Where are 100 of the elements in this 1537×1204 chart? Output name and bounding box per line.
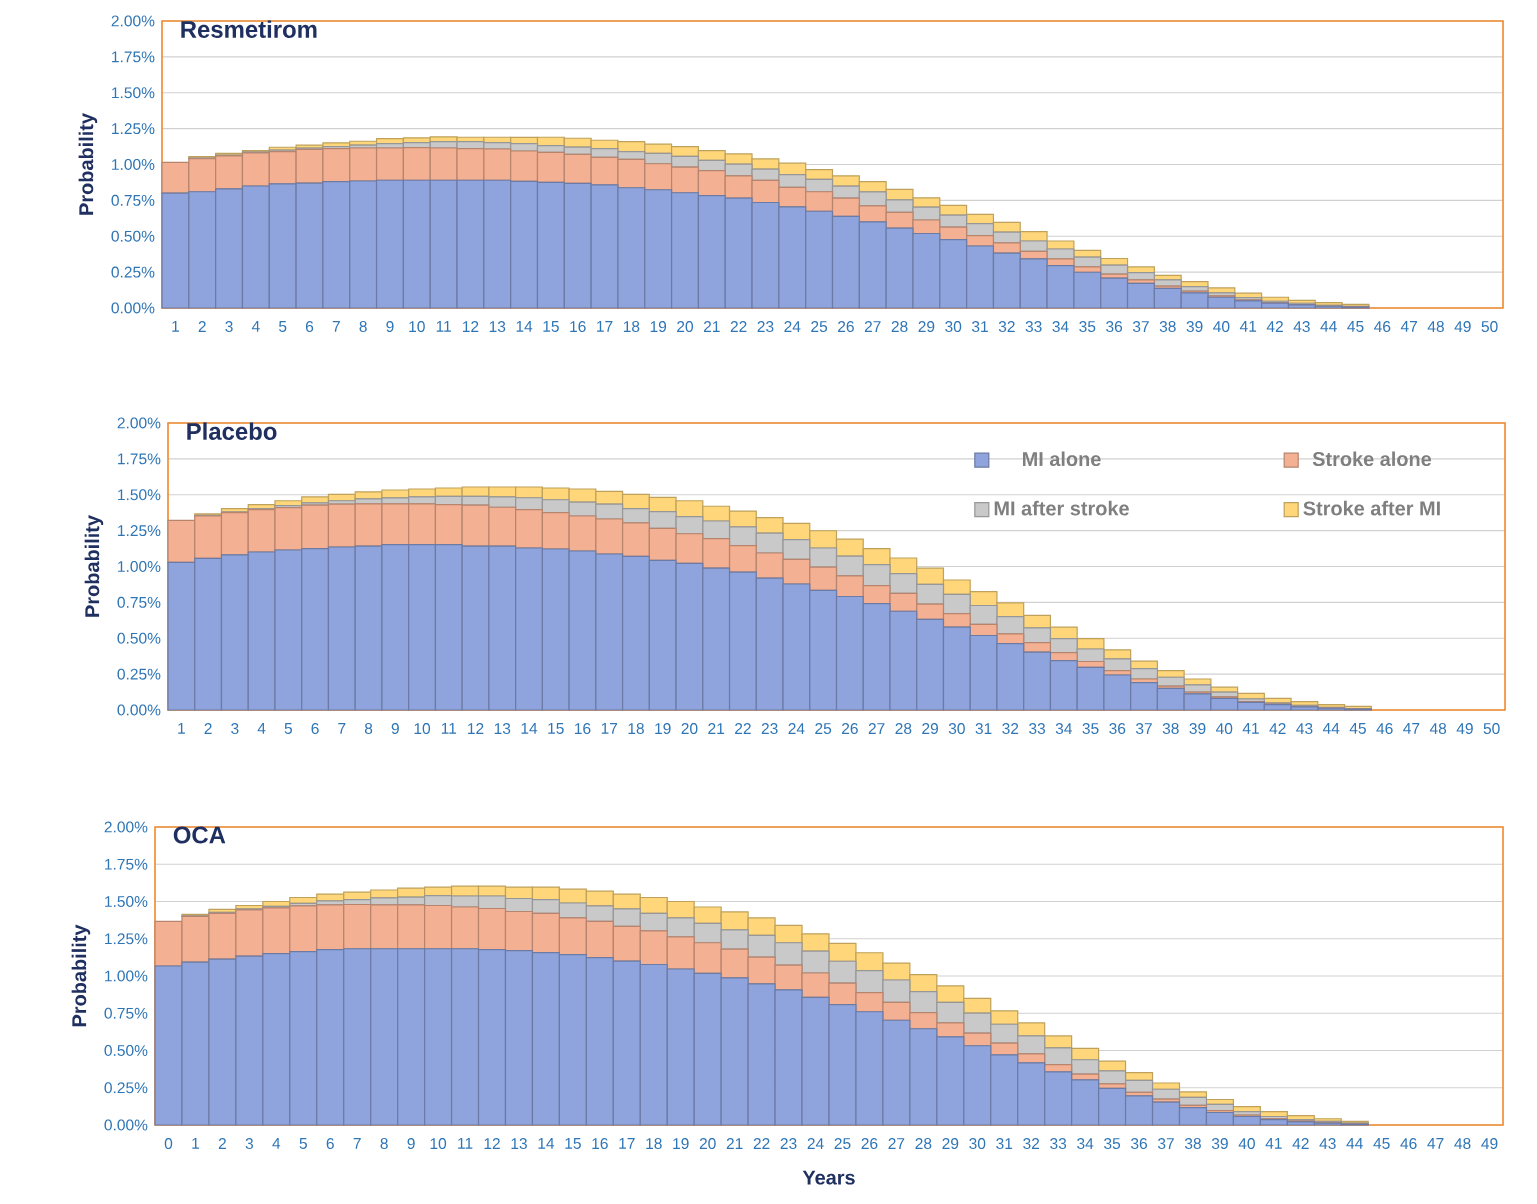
x-tick-label: 49 [1456, 723, 1473, 735]
x-tick-label: 5 [299, 1138, 307, 1149]
x-tick-label: 4 [272, 1138, 281, 1149]
x-tick-label: 22 [735, 723, 751, 734]
y-tick-label: 1.25% [118, 525, 161, 537]
x-tick-label: 0 [164, 1138, 173, 1150]
x-tick-label: 10 [409, 321, 425, 333]
x-tick-label: 15 [543, 321, 559, 332]
x-tick-label: 28 [895, 723, 912, 735]
x-tick-label: 22 [753, 1138, 770, 1149]
x-tick-label: 33 [1029, 723, 1046, 735]
x-tick-label: 12 [484, 1138, 500, 1149]
x-tick-label: 38 [1184, 1138, 1201, 1150]
legend-label: MI after stroke [994, 500, 1129, 516]
x-tick-label: 19 [673, 1138, 689, 1150]
x-tick-label: 26 [838, 321, 854, 333]
x-tick-label: 9 [391, 723, 399, 735]
x-tick-label: 47 [1427, 1138, 1444, 1149]
x-tick-label: 41 [1239, 321, 1257, 332]
x-tick-label: 4 [257, 723, 266, 734]
x-tick-label: 4 [251, 321, 260, 332]
x-tick-label: 16 [570, 321, 586, 333]
x-tick-label: 41 [1265, 1138, 1282, 1149]
x-tick-label: 23 [780, 1138, 797, 1150]
legend-label: Stroke after MI [1303, 500, 1440, 516]
x-tick-label: 23 [761, 723, 778, 735]
x-tick-label: 30 [945, 321, 962, 333]
x-tick-label: 17 [601, 723, 618, 734]
x-tick-label: 37 [1132, 321, 1149, 333]
x-tick-label: 29 [942, 1138, 959, 1150]
x-tick-label: 31 [971, 321, 988, 333]
legend-label: MI alone [1022, 451, 1101, 467]
x-tick-label: 16 [575, 723, 591, 735]
x-tick-label: 25 [811, 321, 828, 333]
y-tick-label: 1.75% [105, 858, 148, 870]
x-tick-label: 27 [864, 321, 881, 332]
x-tick-label: 39 [1186, 321, 1203, 333]
x-tick-label: 11 [436, 321, 451, 332]
x-tick-label: 46 [1400, 1138, 1417, 1150]
x-tick-label: 5 [284, 723, 293, 734]
y-tick-label: 2.00% [111, 15, 155, 27]
chart-title: Resmetirom [181, 20, 317, 38]
x-tick-label: 44 [1322, 723, 1340, 734]
x-tick-label: 8 [359, 321, 367, 333]
x-tick-label: 14 [538, 1138, 555, 1149]
x-tick-label: 45 [1349, 723, 1366, 734]
x-tick-label: 47 [1403, 723, 1420, 734]
x-tick-label: 13 [489, 321, 506, 333]
y-tick-label: 0.00% [104, 1119, 148, 1131]
x-tick-label: 24 [807, 1138, 824, 1149]
x-tick-label: 25 [815, 723, 832, 735]
x-tick-label: 46 [1374, 321, 1391, 333]
x-tick-label: 31 [975, 723, 992, 735]
x-tick-label: 44 [1346, 1138, 1363, 1149]
x-tick-label: 38 [1159, 321, 1176, 333]
x-tick-label: 48 [1429, 723, 1447, 735]
x-tick-label: 1 [192, 1138, 199, 1149]
x-tick-label: 19 [650, 321, 667, 333]
y-tick-label: 0.00% [117, 704, 161, 716]
x-tick-label: 3 [245, 1138, 254, 1150]
x-tick-label: 33 [1050, 1138, 1067, 1150]
x-tick-label: 18 [628, 723, 644, 735]
x-tick-label: 28 [915, 1138, 932, 1150]
x-tick-label: 13 [511, 1138, 527, 1150]
chart-title: OCA [173, 826, 226, 844]
x-tick-label: 15 [565, 1138, 581, 1149]
x-tick-label: 9 [386, 321, 394, 333]
x-tick-label: 34 [1055, 723, 1072, 735]
y-tick-label: 0.50% [104, 1045, 148, 1057]
x-tick-label: 8 [380, 1138, 388, 1150]
y-tick-label: 0.75% [117, 596, 161, 608]
x-tick-label: 3 [231, 723, 239, 735]
x-tick-label: 10 [430, 1138, 447, 1150]
x-tick-label: 39 [1211, 1138, 1228, 1150]
legend-label: Stroke alone [1312, 451, 1432, 467]
y-tick-label: 1.50% [118, 489, 161, 501]
x-tick-label: 20 [699, 1138, 716, 1150]
x-tick-label: 50 [1481, 321, 1498, 333]
x-tick-label: 6 [305, 321, 314, 333]
x-tick-label: 27 [868, 723, 885, 734]
x-tick-label: 31 [996, 1138, 1013, 1150]
x-tick-label: 5 [279, 321, 287, 332]
x-tick-label: 48 [1427, 321, 1444, 333]
chart-title: Placebo [187, 422, 277, 440]
x-tick-label: 17 [619, 1138, 635, 1149]
x-tick-label: 29 [918, 321, 935, 333]
x-tick-label: 35 [1079, 321, 1096, 333]
x-tick-label: 18 [646, 1138, 662, 1150]
y-tick-label: 1.25% [105, 933, 148, 945]
y-tick-label: 0.50% [111, 230, 155, 242]
x-tick-label: 27 [888, 1138, 905, 1149]
x-tick-label: 32 [1002, 723, 1019, 735]
y-tick-label: 0.25% [104, 1082, 148, 1094]
x-tick-label: 35 [1082, 723, 1099, 735]
x-tick-label: 43 [1293, 321, 1310, 333]
y-tick-label: 1.75% [118, 453, 161, 465]
x-tick-label: 40 [1215, 723, 1233, 735]
y-tick-label: 1.75% [112, 51, 155, 63]
y-tick-label: 0.25% [117, 668, 161, 680]
x-tick-label: 2 [198, 321, 206, 332]
